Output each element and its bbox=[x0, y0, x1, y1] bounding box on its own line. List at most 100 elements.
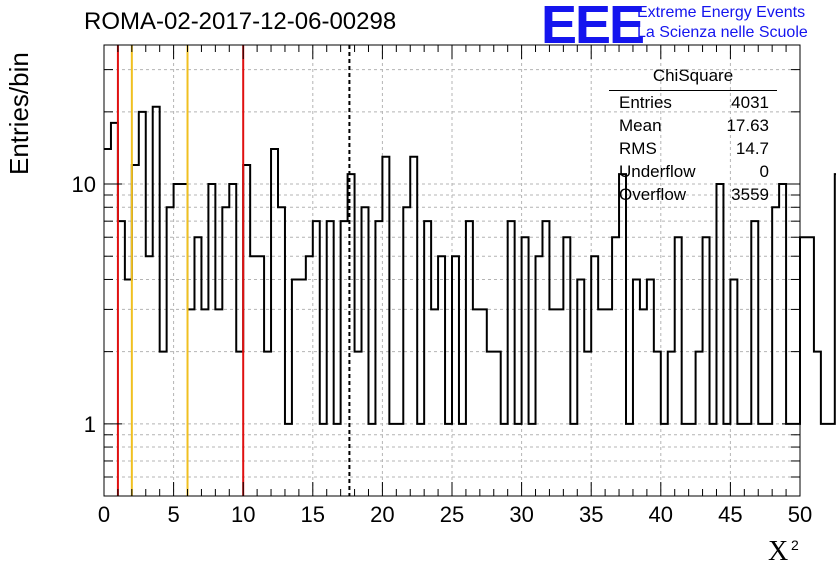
histogram-bin bbox=[362, 207, 369, 496]
histogram-bin bbox=[160, 352, 167, 496]
histogram-bin bbox=[633, 279, 640, 496]
histogram-bin bbox=[271, 149, 278, 496]
histogram-bin bbox=[508, 221, 515, 496]
histogram-bin bbox=[104, 149, 111, 496]
histogram-bin bbox=[647, 279, 654, 496]
histogram-bin bbox=[779, 184, 786, 496]
histogram-bin bbox=[438, 256, 445, 496]
stats-box: ChiSquare Entries 4031 Mean 17.63 RMS 14… bbox=[609, 66, 777, 206]
histogram-bin bbox=[229, 184, 236, 496]
x-axis-label-superscript: 2 bbox=[791, 537, 799, 553]
histogram-bin bbox=[452, 256, 459, 496]
histogram-bin bbox=[188, 309, 195, 496]
histogram-bin bbox=[654, 352, 661, 496]
histogram-bin bbox=[723, 424, 730, 496]
histogram-bin bbox=[236, 352, 243, 496]
histogram-bin bbox=[640, 309, 647, 496]
histogram-bin bbox=[292, 279, 299, 496]
histogram-bin bbox=[522, 237, 529, 496]
histogram-bin bbox=[730, 279, 737, 496]
histogram-series bbox=[104, 105, 836, 425]
x-tick-label: 45 bbox=[718, 502, 742, 527]
histogram-bin bbox=[751, 221, 758, 496]
histogram-bin bbox=[682, 424, 689, 496]
histogram-bin bbox=[368, 424, 375, 496]
stats-value: 17.63 bbox=[726, 116, 769, 135]
y-axis-label: Entries/bin bbox=[4, 52, 34, 175]
histogram-bin bbox=[696, 352, 703, 496]
histogram-bin bbox=[466, 221, 473, 496]
stats-label: Entries bbox=[619, 93, 672, 112]
histogram-bin bbox=[306, 256, 313, 496]
histogram-bin bbox=[487, 352, 494, 496]
histogram-bin bbox=[201, 309, 208, 496]
stats-title: ChiSquare bbox=[609, 66, 777, 91]
histogram-bin bbox=[132, 165, 139, 496]
histogram-bin bbox=[494, 352, 501, 496]
stats-label: RMS bbox=[619, 139, 657, 158]
x-axis-label: X bbox=[768, 536, 789, 567]
histogram-bin bbox=[389, 424, 396, 496]
histogram-bin bbox=[563, 237, 570, 496]
histogram-bin bbox=[403, 207, 410, 496]
histogram-bin bbox=[396, 424, 403, 496]
y-tick-label: 1 bbox=[84, 412, 96, 437]
histogram-bin bbox=[703, 237, 710, 496]
histogram-bin bbox=[473, 309, 480, 496]
histogram-bin bbox=[772, 207, 779, 496]
histogram-bin bbox=[577, 279, 584, 496]
stats-value: 3559 bbox=[731, 185, 769, 204]
histogram-bin bbox=[584, 352, 591, 496]
y-tick-label: 10 bbox=[72, 172, 96, 197]
stats-value: 4031 bbox=[731, 93, 769, 112]
x-tick-label: 30 bbox=[509, 502, 533, 527]
histogram-bin bbox=[278, 207, 285, 496]
histogram-bin bbox=[619, 174, 626, 496]
x-tick-label: 25 bbox=[440, 502, 464, 527]
stats-label: Underflow bbox=[619, 162, 696, 181]
chart-title: ROMA-02-2017-12-06-00298 bbox=[84, 8, 397, 35]
histogram-bin bbox=[257, 256, 264, 496]
histogram-bin bbox=[668, 352, 675, 496]
histogram-bin bbox=[424, 221, 431, 496]
histogram-bin bbox=[139, 112, 146, 496]
histogram-bin bbox=[828, 424, 835, 496]
histogram-bin bbox=[612, 237, 619, 496]
logo-line-2: La Scienza nelle Scuole bbox=[637, 24, 808, 41]
x-tick-label: 50 bbox=[788, 502, 812, 527]
histogram-bin bbox=[598, 309, 605, 496]
histogram-bin bbox=[501, 424, 508, 496]
x-tick-label: 35 bbox=[579, 502, 603, 527]
histogram-bin bbox=[285, 424, 292, 496]
stats-label: Mean bbox=[619, 116, 662, 135]
histogram-bin bbox=[710, 424, 717, 496]
eee-logo: EEE bbox=[541, 0, 645, 55]
histogram-bin bbox=[174, 184, 181, 496]
histogram-bin bbox=[480, 309, 487, 496]
x-tick-label: 40 bbox=[649, 502, 673, 527]
histogram-bin bbox=[814, 352, 821, 496]
histogram-bin bbox=[313, 221, 320, 496]
stats-value: 0 bbox=[759, 162, 769, 181]
histogram-bin bbox=[125, 279, 132, 496]
histogram-bin bbox=[215, 309, 222, 496]
histogram-bin bbox=[661, 424, 668, 496]
histogram-bin bbox=[355, 352, 362, 496]
histogram-bin bbox=[264, 352, 271, 496]
stats-row-underflow: Underflow 0 bbox=[609, 160, 777, 183]
histogram-bin bbox=[459, 424, 466, 496]
logo-line-1: Extreme Energy Events bbox=[637, 4, 806, 21]
histogram-bin bbox=[556, 309, 563, 496]
x-tick-label: 20 bbox=[370, 502, 394, 527]
stats-row-overflow: Overflow 3559 bbox=[609, 183, 777, 206]
histogram-bin bbox=[299, 279, 306, 496]
histogram-bin bbox=[375, 221, 382, 496]
x-tick-label: 0 bbox=[98, 502, 110, 527]
histogram-bin bbox=[758, 424, 765, 496]
histogram-bin bbox=[591, 256, 598, 496]
histogram-bin bbox=[320, 424, 327, 496]
histogram-bin bbox=[800, 237, 807, 496]
stats-value: 14.7 bbox=[735, 139, 769, 158]
histogram-bin bbox=[167, 207, 174, 496]
